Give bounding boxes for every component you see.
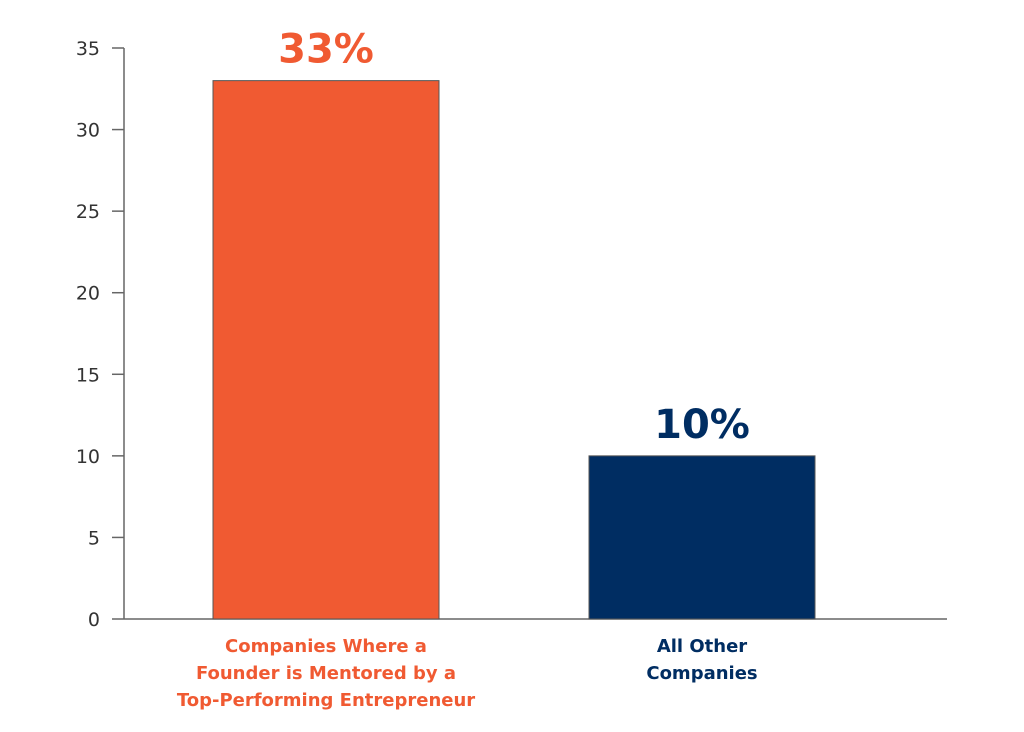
y-tick-label: 20 <box>76 283 100 305</box>
y-axis: 0 5 10 15 20 25 30 35 <box>76 38 125 631</box>
category-label: All Other Companies <box>646 636 757 684</box>
y-tick-label: 5 <box>88 527 100 549</box>
bars <box>212 80 816 620</box>
y-tick-label: 25 <box>76 201 100 223</box>
category-labels: Companies Where a Founder is Mentored by … <box>177 636 758 711</box>
y-tick-label: 35 <box>76 38 100 60</box>
y-tick-label: 0 <box>88 609 100 631</box>
bar <box>588 455 816 620</box>
data-label: 10% <box>654 402 750 448</box>
y-tick-label: 30 <box>76 120 100 142</box>
y-tick-label: 10 <box>76 446 100 468</box>
category-label-line: Companies <box>646 663 757 684</box>
category-label-line: All Other <box>657 636 747 657</box>
category-label-line: Companies Where a <box>225 636 427 657</box>
bar <box>212 80 440 620</box>
data-labels: 33% 10% <box>278 27 750 448</box>
category-label-line: Founder is Mentored by a <box>196 663 456 684</box>
data-label: 33% <box>278 27 374 73</box>
y-tick-label: 15 <box>76 364 100 386</box>
category-label-line: Top-Performing Entrepreneur <box>177 690 475 711</box>
category-label: Companies Where a Founder is Mentored by … <box>177 636 475 711</box>
